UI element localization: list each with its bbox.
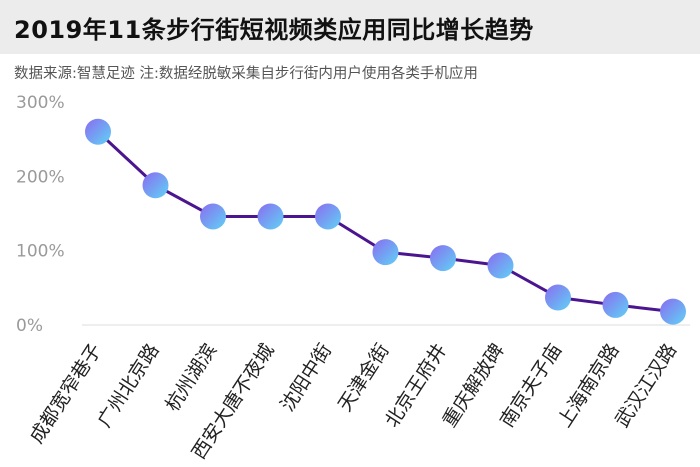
x-category-label: 成都宽窄巷子 <box>26 340 107 448</box>
data-point-marker <box>372 239 399 266</box>
data-point-marker <box>487 252 514 279</box>
data-point-marker <box>257 203 284 230</box>
data-point-marker <box>602 291 629 318</box>
x-category-label: 沈阳中街 <box>276 340 336 416</box>
data-point-marker <box>430 245 456 272</box>
data-point-marker <box>142 172 169 199</box>
data-point-marker <box>660 298 686 325</box>
x-category-label: 天津金街 <box>334 340 394 416</box>
x-category-label: 杭州湖滨 <box>161 340 221 416</box>
y-tick-label: 200% <box>16 167 65 187</box>
data-point-marker <box>85 118 111 145</box>
y-tick-label: 0% <box>16 316 43 336</box>
data-point-marker <box>545 284 571 311</box>
chart-title: 2019年11条步行街短视频类应用同比增长趋势 <box>14 16 534 44</box>
y-tick-label: 300% <box>16 93 65 113</box>
chart-subtitle: 数据来源:智慧足迹 注:数据经脱敏采集自步行街内用户使用各类手机应用 <box>14 66 478 82</box>
series-line <box>96 130 674 314</box>
data-point-marker <box>315 203 341 230</box>
title-bar <box>0 0 700 54</box>
data-point-marker <box>200 203 226 230</box>
y-tick-label: 100% <box>16 242 65 262</box>
